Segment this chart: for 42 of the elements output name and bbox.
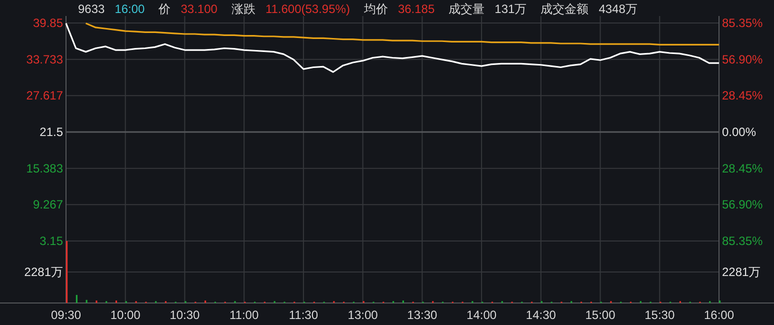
y-tick-label: 9.267 (32, 198, 64, 212)
x-tick-label: 10:30 (170, 308, 200, 322)
x-tick-label: 15:30 (644, 308, 675, 322)
chart-title: 9633 (78, 2, 106, 16)
x-tick-label: 11:30 (288, 308, 318, 322)
text: 33.100 (180, 2, 218, 16)
x-tick-label: 13:30 (407, 308, 438, 322)
y-tick-label: 27.617 (26, 88, 64, 103)
x-tick-label: 13:00 (348, 308, 378, 322)
text: 价 (158, 2, 171, 16)
text: 成交量 (448, 2, 485, 16)
text: 均价 (362, 2, 388, 16)
text: 11.600(53.95%) (265, 2, 350, 16)
y-tick-label: 15.383 (26, 161, 64, 176)
y-tick-label: 33.733 (26, 52, 64, 66)
y2-tick-label: 28.45% (722, 88, 764, 103)
y2-tick-label: 85.35% (722, 234, 764, 248)
y-tick-label: 3.15 (40, 234, 64, 248)
x-tick-label: 16:00 (704, 308, 734, 322)
text: 4348万 (598, 2, 638, 16)
x-tick-label: 09:30 (50, 308, 82, 322)
x-tick-label: 11:00 (230, 308, 259, 322)
x-tick-label: 14:00 (466, 308, 497, 322)
text: 131万 (494, 2, 527, 16)
text: 成交金额 (540, 2, 589, 16)
x-tick-label: 10:00 (110, 308, 141, 322)
text: 2281万 (24, 265, 63, 279)
x-tick-label: 15:00 (585, 308, 616, 322)
y2-tick-label: 56.90% (722, 198, 764, 212)
line-series (65, 22, 720, 73)
line-series (84, 22, 720, 46)
text: 2281万 (722, 265, 761, 279)
y2-tick-label: 0.00% (722, 125, 756, 139)
x-tick-label: 14:30 (526, 308, 556, 322)
y-tick-label: 39.85 (32, 16, 64, 30)
y2-tick-label: 85.35% (722, 16, 764, 30)
y2-tick-label: 28.45% (722, 161, 764, 176)
y-tick-label: 21.5 (40, 125, 64, 139)
y2-tick-label: 56.90% (722, 52, 764, 66)
text: 16:00 (114, 2, 146, 16)
text: 36.185 (398, 2, 435, 16)
text: 涨跌 (231, 2, 256, 16)
